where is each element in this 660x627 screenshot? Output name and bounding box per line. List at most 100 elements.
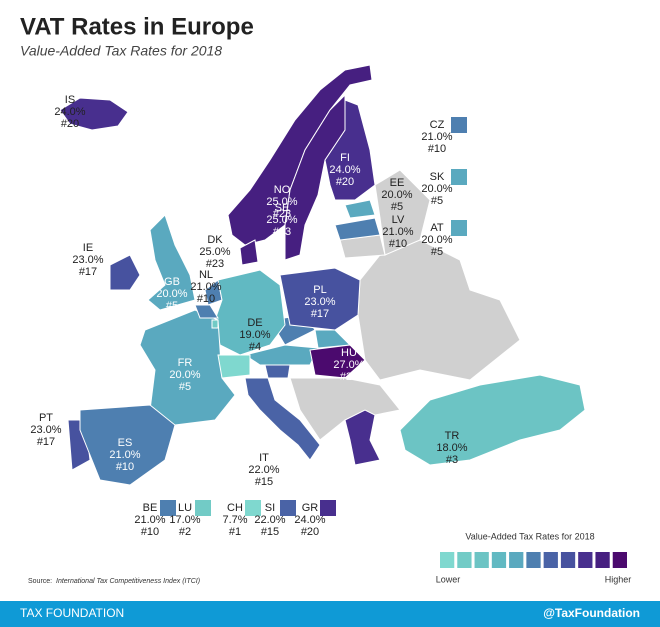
country-shape xyxy=(279,267,361,331)
country-code: EE xyxy=(390,177,405,189)
vat-rate: 21.0% xyxy=(190,281,221,293)
country-code: SI xyxy=(265,502,275,514)
country-code: PL xyxy=(313,284,326,296)
color-swatch xyxy=(451,169,467,185)
vat-rank: #15 xyxy=(261,526,279,538)
country-code: BE xyxy=(143,502,158,514)
legend-swatch xyxy=(491,552,507,568)
vat-rank: #5 xyxy=(179,381,191,393)
country-shape xyxy=(211,319,219,329)
country-code: IE xyxy=(83,242,93,254)
legend-swatch xyxy=(440,552,455,568)
country-shape xyxy=(239,239,259,266)
vat-rate: 27.0% xyxy=(333,359,364,371)
color-swatch xyxy=(195,500,211,516)
oecd-countries xyxy=(59,64,586,486)
color-swatch xyxy=(320,500,336,516)
legend-swatch xyxy=(543,552,558,568)
legend-swatch xyxy=(474,552,489,568)
country-code: CH xyxy=(227,502,243,514)
country-shape xyxy=(264,364,291,379)
country-code: TR xyxy=(445,430,460,442)
country-code: IT xyxy=(259,452,269,464)
vat-rank: #20 xyxy=(61,118,79,130)
country-shape xyxy=(227,64,373,246)
country-code: HU xyxy=(341,347,357,359)
legend-low: Lower xyxy=(436,574,461,584)
legend-title: Value-Added Tax Rates for 2018 xyxy=(465,531,594,541)
vat-rate: 22.0% xyxy=(254,514,285,526)
country-code: SE xyxy=(275,202,290,214)
vat-rank: #23 xyxy=(273,208,291,220)
country-code: PT xyxy=(39,412,53,424)
country-code: NL xyxy=(199,269,213,281)
source-label: Source: xyxy=(28,578,52,585)
vat-rank: #10 xyxy=(197,293,215,305)
legend-swatch xyxy=(509,552,524,568)
vat-rank: #26 xyxy=(340,371,358,383)
vat-rate: 18.0% xyxy=(436,442,467,454)
vat-rank: #5 xyxy=(391,201,403,213)
vat-rank: #10 xyxy=(389,238,407,250)
legend-swatch xyxy=(457,552,472,568)
country-code: FI xyxy=(340,152,350,164)
vat-rate: 21.0% xyxy=(134,514,165,526)
country-code: GR xyxy=(302,502,319,514)
vat-rate: 23.0% xyxy=(304,296,335,308)
country-shape xyxy=(374,169,431,256)
country-code: AT xyxy=(430,222,444,234)
vat-rate: 21.0% xyxy=(382,226,413,238)
vat-rank: #10 xyxy=(428,143,446,155)
color-swatch xyxy=(451,117,467,133)
country-shape xyxy=(79,404,176,486)
vat-rate: 20.0% xyxy=(169,369,200,381)
vat-rate: 19.0% xyxy=(239,329,270,341)
country-shape xyxy=(344,199,376,219)
vat-rank: #1 xyxy=(229,526,241,538)
vat-rate: 21.0% xyxy=(109,449,140,461)
vat-rate: 20.0% xyxy=(421,183,452,195)
color-swatch xyxy=(451,220,467,236)
vat-rate: 22.0% xyxy=(248,464,279,476)
vat-rank: #15 xyxy=(255,476,273,488)
vat-rank: #20 xyxy=(336,176,354,188)
vat-rate: 25.0% xyxy=(266,214,297,226)
vat-rate: 23.0% xyxy=(72,254,103,266)
country-shape xyxy=(109,254,141,291)
vat-rate: 7.7% xyxy=(222,514,247,526)
title: VAT Rates in Europe xyxy=(20,13,254,40)
legend-swatch xyxy=(612,552,627,568)
vat-rank: #23 xyxy=(273,226,291,238)
vat-rank: #17 xyxy=(37,436,55,448)
legend-swatch xyxy=(526,552,541,568)
country-shape xyxy=(59,97,129,131)
country-code: DE xyxy=(247,317,262,329)
vat-rate: 20.0% xyxy=(421,234,452,246)
country-code: DK xyxy=(207,234,223,246)
country-code: CZ xyxy=(430,119,445,131)
vat-rank: #20 xyxy=(301,526,319,538)
source-text: International Tax Competitiveness Index … xyxy=(56,578,200,585)
legend-swatch xyxy=(560,552,576,568)
country-shape xyxy=(344,409,381,466)
vat-rate: 24.0% xyxy=(329,164,360,176)
vat-rate: 25.0% xyxy=(199,246,230,258)
country-shape xyxy=(244,377,321,461)
legend-swatch xyxy=(595,552,610,568)
vat-rank: #5 xyxy=(431,246,443,258)
country-shape xyxy=(147,214,196,311)
country-code: IS xyxy=(65,94,75,106)
vat-rank: #10 xyxy=(141,526,159,538)
country-code: ES xyxy=(118,437,133,449)
vat-rate: 20.0% xyxy=(381,189,412,201)
vat-rank: #2 xyxy=(179,526,191,538)
vat-rank: #4 xyxy=(249,341,261,353)
legend xyxy=(440,552,627,568)
country-shape xyxy=(284,93,346,261)
country-shape xyxy=(399,374,586,466)
vat-rank: #5 xyxy=(166,300,178,312)
country-code: LU xyxy=(178,502,192,514)
vat-rank: #17 xyxy=(79,266,97,278)
